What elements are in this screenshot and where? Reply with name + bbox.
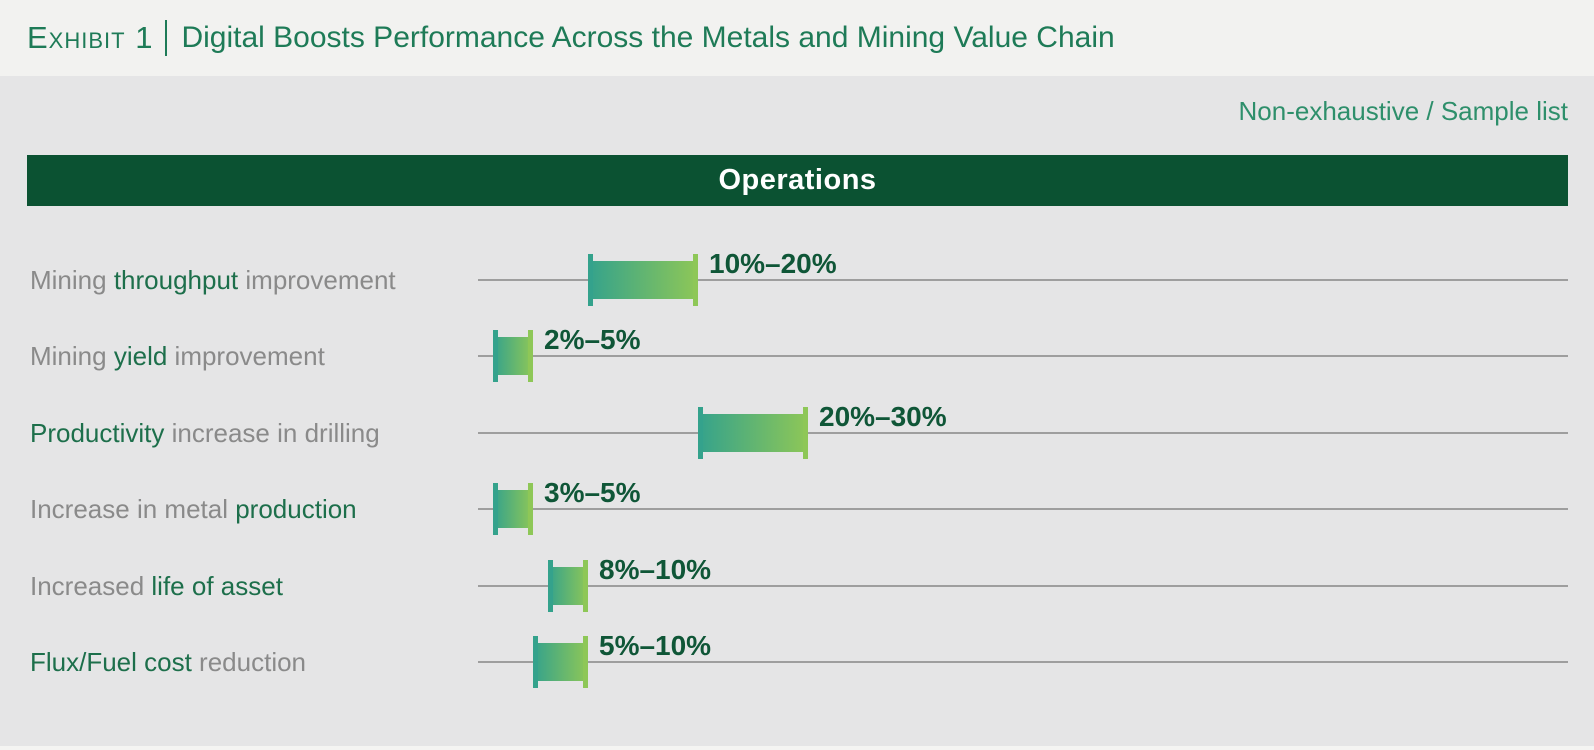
range-bar — [533, 643, 588, 681]
exhibit-label: Exhibit 1 — [27, 20, 154, 55]
range-label: 10%–20% — [709, 248, 837, 279]
range-label: 3%–5% — [544, 477, 641, 508]
bar-cap-right — [528, 330, 533, 382]
bar-cap-left — [533, 636, 538, 688]
range-bar — [548, 567, 588, 605]
row-baseline — [478, 585, 1568, 587]
category-label-text: Increase in metal — [30, 494, 236, 524]
category-label: Mining throughput improvement — [30, 263, 475, 297]
range-label: 8%–10% — [599, 554, 712, 585]
row-baseline — [478, 355, 1568, 357]
category-label-text: increase in drilling — [164, 418, 380, 448]
category-label-text: improvement — [167, 341, 325, 371]
category-label-text: reduction — [191, 647, 307, 677]
bar-cap-left — [588, 254, 593, 306]
category-label-text: Mining — [30, 265, 114, 295]
category-label-text: Mining — [30, 341, 114, 371]
section-band-label: Operations — [718, 164, 877, 196]
category-label-highlight: life of asset — [151, 571, 283, 601]
bar-cap-right — [583, 560, 588, 612]
category-label: Flux/Fuel cost reduction — [30, 645, 475, 679]
bar-cap-left — [698, 407, 703, 459]
category-label: Productivity increase in drilling — [30, 416, 475, 450]
range-label: 5%–10% — [599, 630, 712, 661]
page-title: Digital Boosts Performance Across the Me… — [181, 21, 1115, 54]
note-label: Non-exhaustive / Sample list — [1238, 96, 1568, 126]
section-band: Operations — [27, 155, 1568, 206]
row-baseline — [478, 508, 1568, 510]
bar-cap-right — [693, 254, 698, 306]
range-bar — [588, 261, 698, 299]
category-label: Increased life of asset — [30, 569, 475, 603]
category-label: Increase in metal production — [30, 492, 475, 526]
title-line: Exhibit 1 Digital Boosts Performance Acr… — [27, 0, 1115, 76]
title-band: Exhibit 1 Digital Boosts Performance Acr… — [0, 0, 1594, 76]
bottom-strip — [0, 746, 1594, 750]
category-label-highlight: production — [235, 494, 357, 524]
row-baseline — [478, 432, 1568, 434]
bar-cap-left — [493, 330, 498, 382]
bar-cap-left — [548, 560, 553, 612]
title-divider — [165, 20, 168, 56]
range-label: 2%–5% — [544, 324, 641, 355]
range-label: 20%–30% — [819, 401, 947, 432]
row-baseline — [478, 279, 1568, 281]
category-label-text: Increased — [30, 571, 152, 601]
bar-cap-right — [803, 407, 808, 459]
category-label-text: improvement — [238, 265, 396, 295]
row-baseline — [478, 661, 1568, 663]
range-bar — [698, 414, 808, 452]
category-label-highlight: yield — [113, 341, 168, 371]
category-label: Mining yield improvement — [30, 339, 475, 373]
bar-cap-right — [583, 636, 588, 688]
category-label-highlight: throughput — [113, 265, 239, 295]
range-bar — [493, 337, 533, 375]
bar-cap-left — [493, 483, 498, 535]
range-bar — [493, 490, 533, 528]
category-label-highlight: Flux/Fuel cost — [30, 647, 192, 677]
category-label-highlight: Productivity — [30, 418, 165, 448]
bar-cap-right — [528, 483, 533, 535]
